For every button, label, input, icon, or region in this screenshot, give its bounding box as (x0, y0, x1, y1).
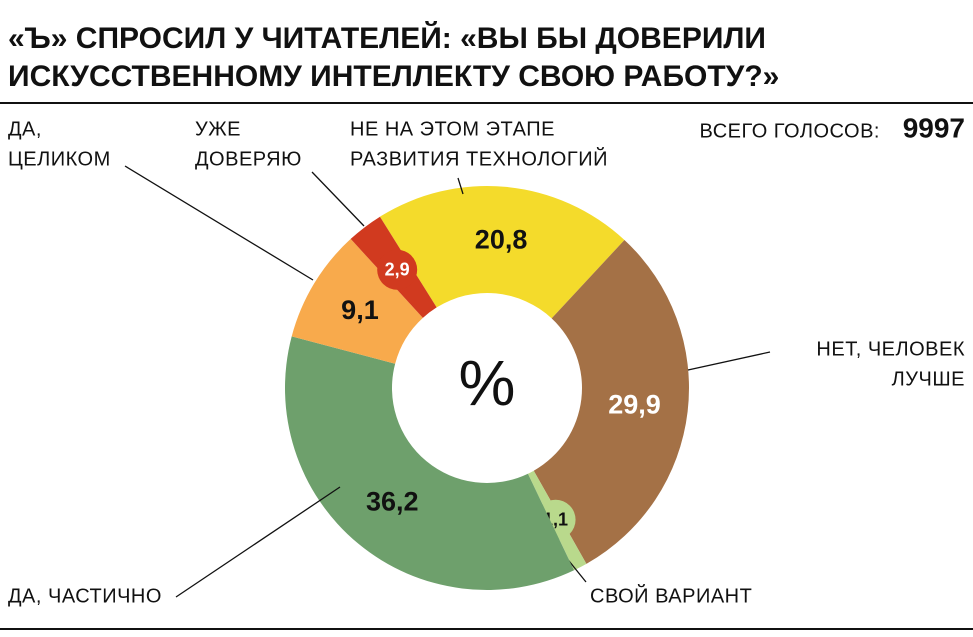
category-label: СВОЙ ВАРИАНТ (590, 583, 752, 607)
value-label: 2,9 (385, 259, 410, 279)
chart-title: ИСКУССТВЕННОМУ ИНТЕЛЛЕКТУ СВОЮ РАБОТУ?» (8, 60, 779, 93)
category-label: РАЗВИТИЯ ТЕХНОЛОГИЙ (350, 146, 608, 170)
donut-segment (284, 336, 575, 590)
category-label: УЖЕ (195, 118, 241, 140)
category-label: ДА, (8, 118, 42, 140)
leader-line (124, 165, 314, 281)
category-label: ДОВЕРЯЮ (195, 148, 302, 170)
leader-line (687, 351, 771, 371)
category-label: ЦЕЛИКОМ (8, 148, 111, 170)
total-label: ВСЕГО ГОЛОСОВ: (700, 120, 880, 142)
leader-line (457, 177, 464, 195)
donut-segment (379, 186, 625, 319)
value-label: 9,1 (341, 295, 379, 325)
value-label: 36,2 (366, 486, 419, 516)
category-label: НЕТ, ЧЕЛОВЕК (816, 338, 965, 360)
category-label: НЕ НА ЭТОМ ЭТАПЕ (350, 118, 555, 140)
leader-line (311, 171, 365, 227)
donut-segment (291, 238, 423, 364)
center-label: % (459, 347, 516, 419)
leader-line (175, 486, 341, 598)
chart-title: «Ъ» СПРОСИЛ У ЧИТАТЕЛЕЙ: «ВЫ БЫ ДОВЕРИЛИ (8, 21, 766, 55)
donut-segment (533, 239, 690, 564)
value-label: 29,9 (608, 389, 661, 419)
category-label: ДА, ЧАСТИЧНО (8, 585, 162, 607)
value-badge (377, 249, 418, 290)
total-value: 9997 (903, 112, 965, 143)
value-label: 20,8 (475, 224, 528, 254)
category-label: ЛУЧШЕ (892, 368, 965, 390)
